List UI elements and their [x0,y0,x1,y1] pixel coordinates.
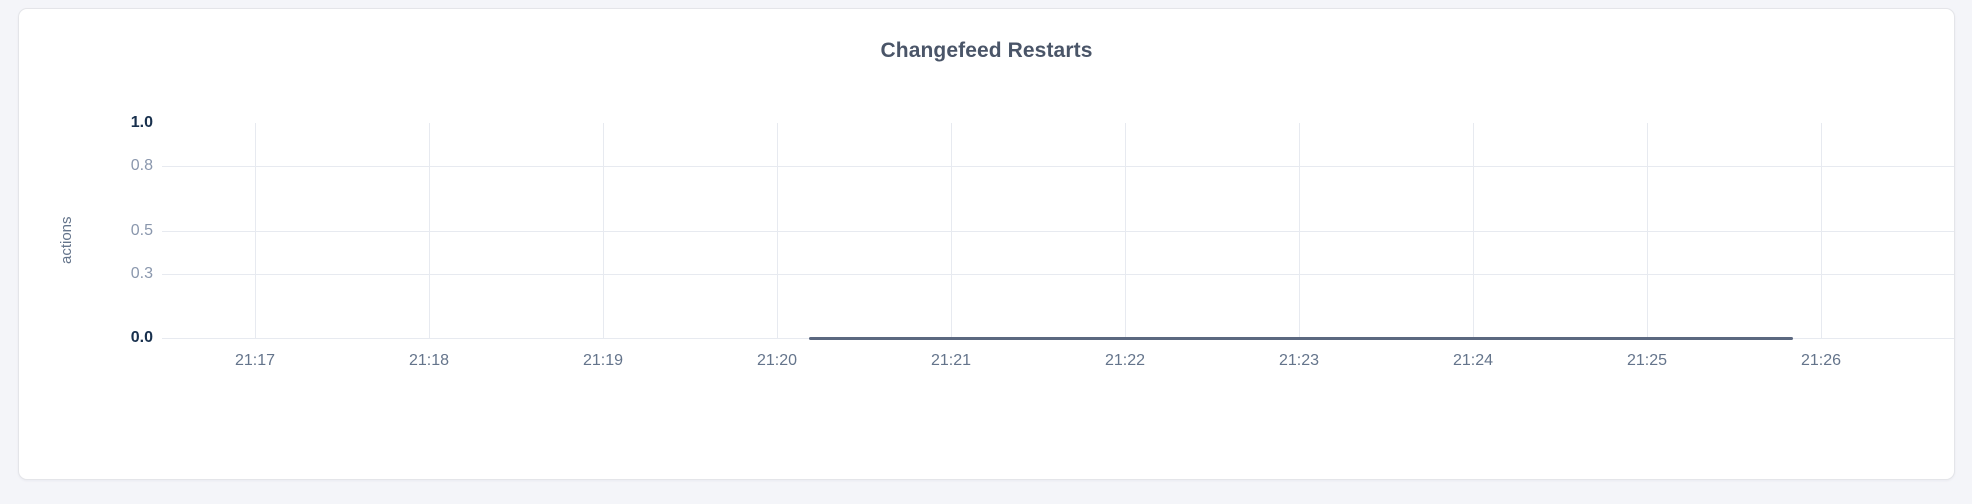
x-tick-label: 21:23 [1278,352,1320,369]
y-tick-mark [162,338,169,339]
y-gridline [169,166,1954,167]
x-gridline [1473,123,1474,338]
x-tick-label: 21:22 [1104,352,1146,369]
x-gridline [1299,123,1300,338]
x-tick-label: 21:25 [1626,352,1668,369]
plot-area[interactable]: 1.0 0.8 0.5 0.3 0.0 21:17 21:18 21:19 21:20 21:21… [131,114,1954,369]
y-tick-label: 0.8 [130,157,153,174]
x-tick-label: 21:21 [930,352,972,369]
y-gridline [169,230,1954,232]
changefeed-restarts-chart-card: Changefeed Restarts actions 1.0 0.8 0.5 0.3… [18,8,1955,480]
y-tick-mark [162,273,169,275]
y-tick-label: 0.5 [130,221,153,239]
x-gridline [777,123,778,338]
x-gridline [255,123,256,338]
x-gridline [1647,123,1648,338]
x-gridline [603,123,604,338]
x-tick-label: 21:24 [1452,352,1494,369]
chart-title: Changefeed Restarts [880,39,1093,62]
y-tick-label: 0.0 [130,329,153,346]
x-gridline [429,123,430,338]
x-tick-label: 21:18 [408,352,450,369]
series-line-restarts[interactable] [809,336,1793,340]
y-tick-mark [162,166,169,167]
y-tick-label: 0.3 [130,264,153,282]
y-tick-label: 1.0 [130,114,153,131]
x-gridline [951,123,952,338]
x-tick-label: 21:19 [582,352,624,369]
y-tick-mark [162,230,169,232]
x-tick-label: 21:17 [234,352,276,369]
x-gridline [1821,123,1822,338]
y-gridline [169,273,1954,275]
x-tick-label: 21:26 [1800,352,1842,369]
x-tick-label: 21:20 [756,352,798,369]
x-gridline [1125,123,1126,338]
